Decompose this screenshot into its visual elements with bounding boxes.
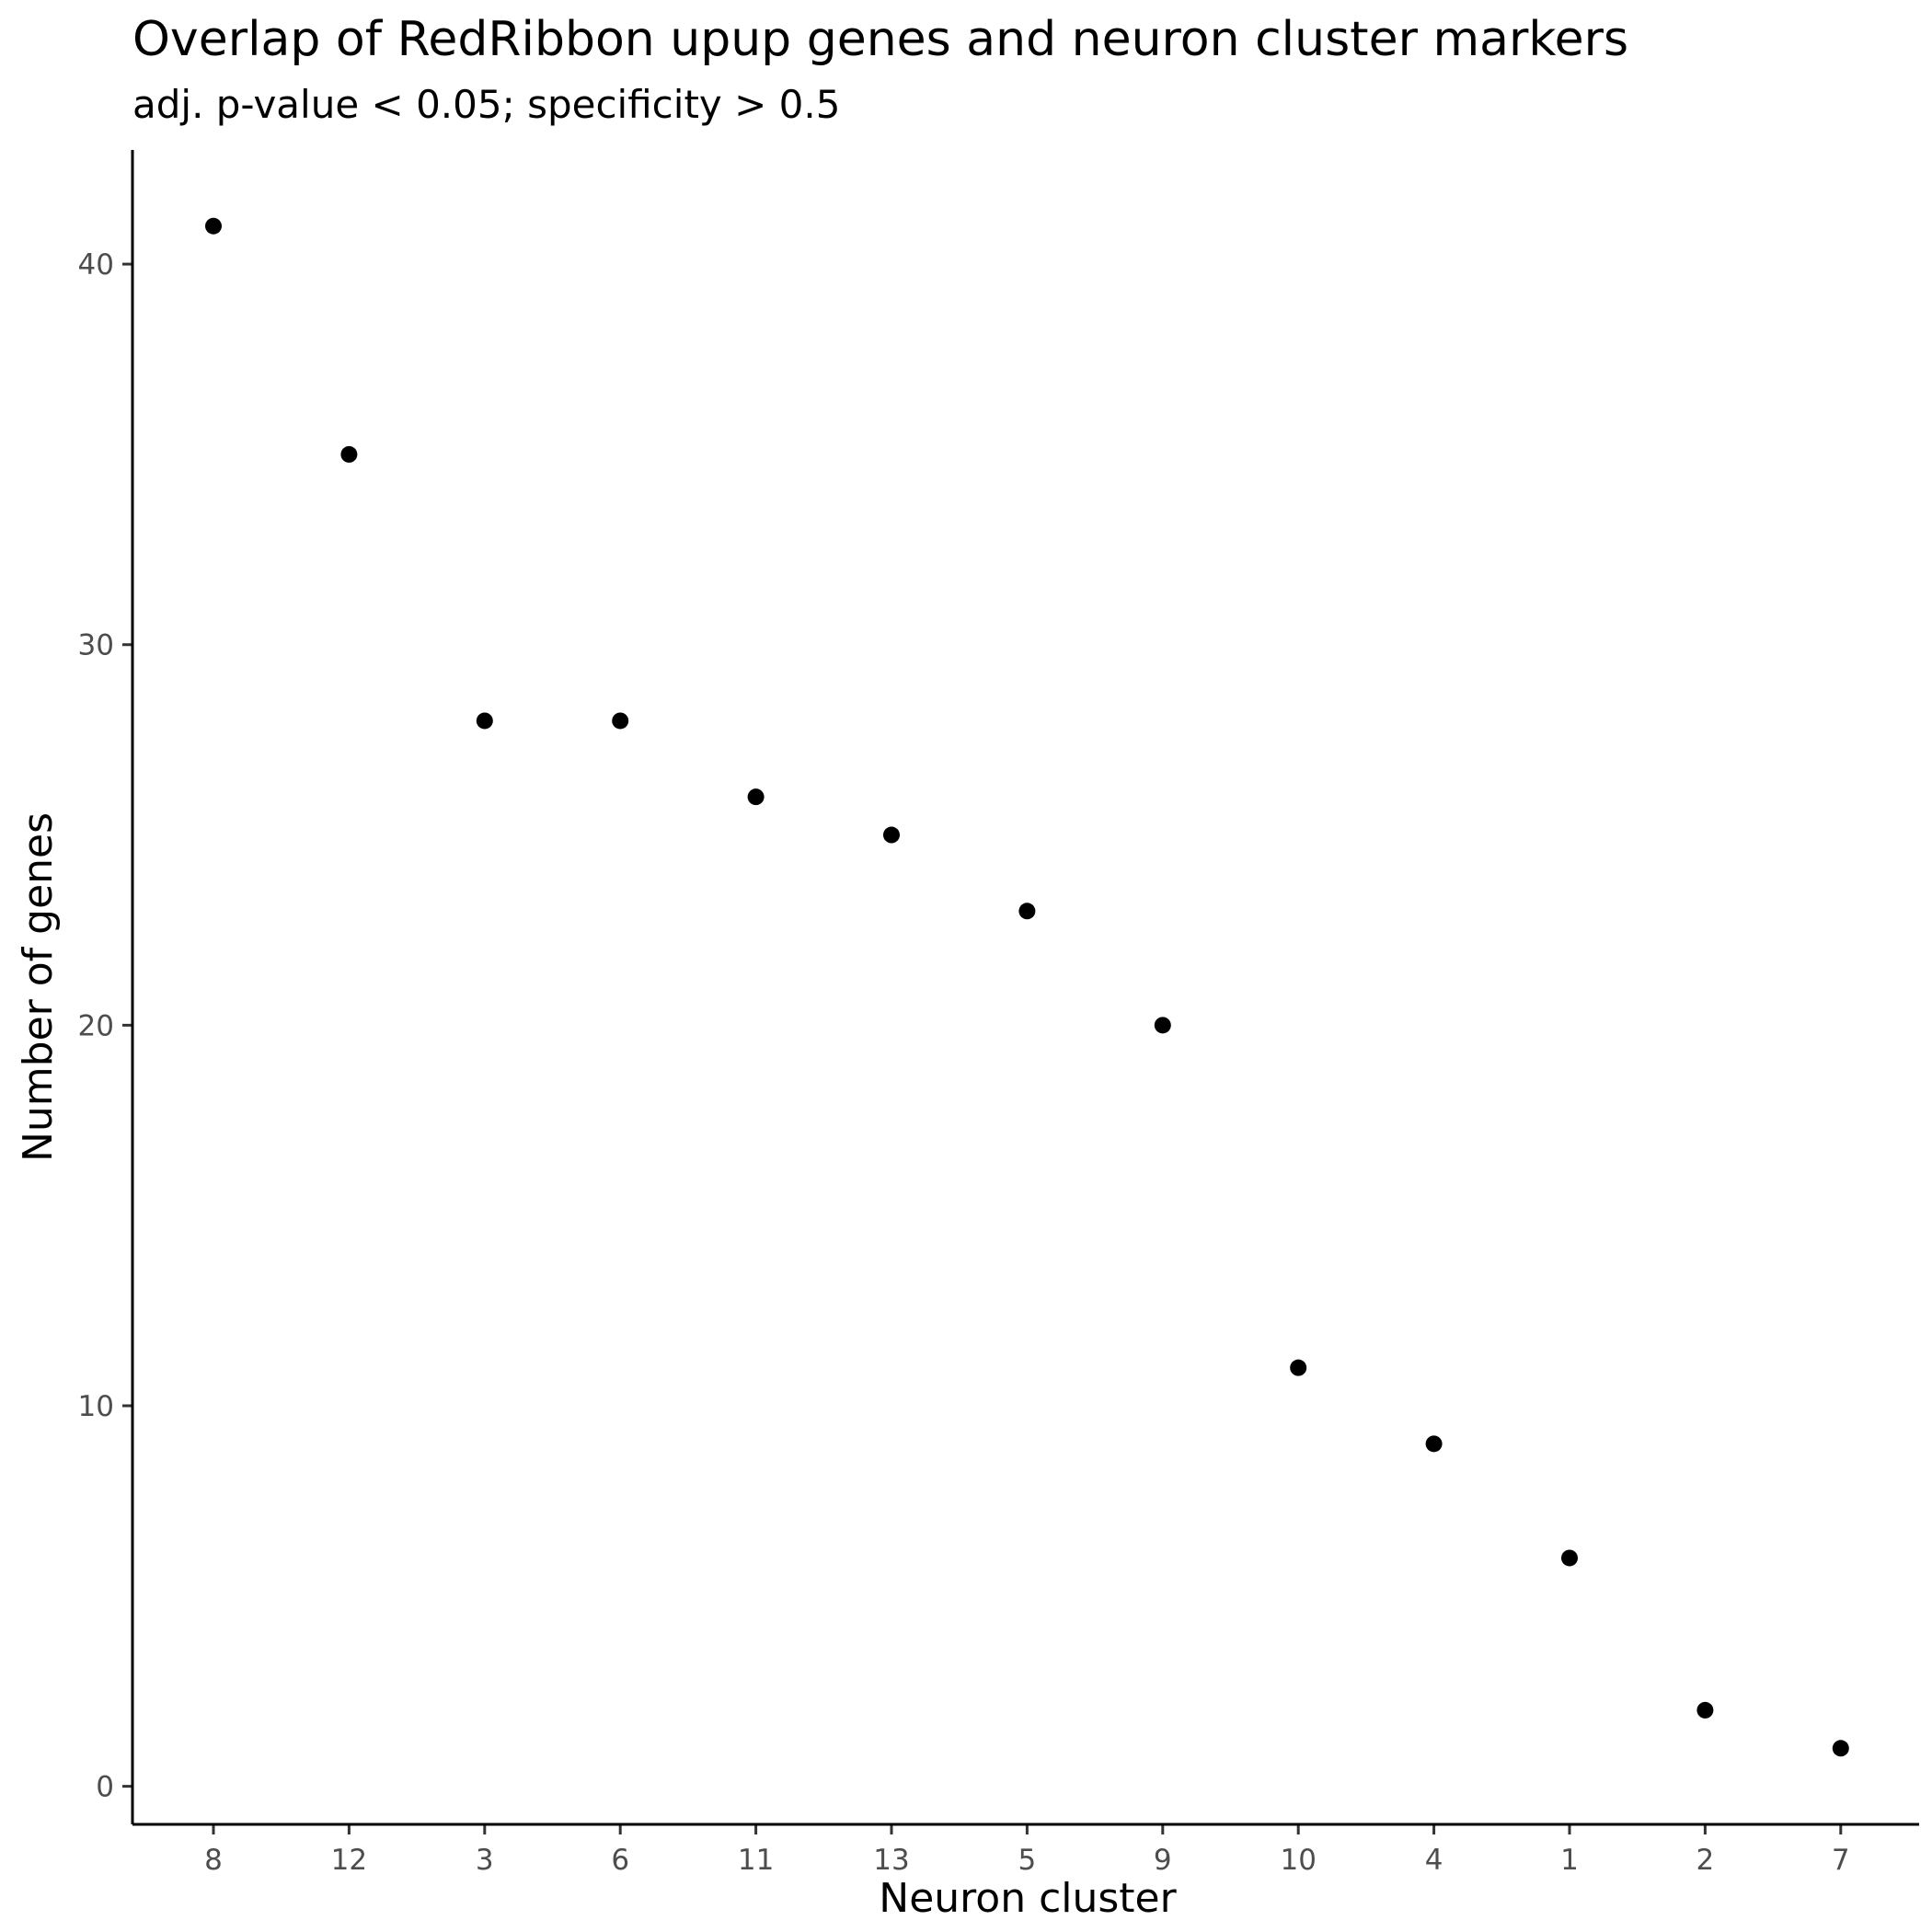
x-tick-label: 3 [476, 1844, 494, 1877]
data-point [1154, 1017, 1171, 1034]
x-tick-label: 1 [1560, 1844, 1579, 1877]
x-tick-label: 11 [738, 1844, 774, 1877]
x-tick-label: 5 [1018, 1844, 1037, 1877]
x-tick-label: 9 [1154, 1844, 1172, 1877]
x-tick-label: 13 [873, 1844, 909, 1877]
chart-title: Overlap of RedRibbon upup genes and neur… [132, 12, 1628, 67]
x-tick-label: 7 [1832, 1844, 1850, 1877]
data-point [1696, 1701, 1714, 1719]
data-point [747, 788, 765, 806]
y-tick-label: 10 [78, 1390, 114, 1423]
chart-subtitle: adj. p-value < 0.05; specificity > 0.5 [132, 82, 840, 127]
y-axis-title: Number of genes [15, 812, 62, 1162]
x-tick-label: 6 [611, 1844, 629, 1877]
y-tick-label: 20 [78, 1009, 114, 1042]
data-point [1561, 1549, 1578, 1567]
data-points [205, 217, 1849, 1757]
data-point [612, 712, 629, 730]
x-tick-label: 2 [1696, 1844, 1715, 1877]
data-point [1425, 1435, 1443, 1453]
data-point [1018, 903, 1036, 920]
y-axis-ticks: 0 10 20 30 40 [78, 248, 132, 1804]
x-axis-ticks: 8 12 3 6 11 13 5 9 10 4 1 2 7 [204, 1824, 1850, 1877]
x-tick-label: 8 [204, 1844, 223, 1877]
data-point [883, 826, 900, 844]
data-point [1290, 1359, 1307, 1376]
y-tick-label: 30 [78, 629, 114, 662]
x-tick-label: 12 [331, 1844, 367, 1877]
x-tick-label: 4 [1425, 1844, 1443, 1877]
x-axis-title: Neuron cluster [879, 1875, 1177, 1922]
data-point [205, 217, 222, 235]
x-tick-label: 10 [1280, 1844, 1316, 1877]
data-point [476, 712, 493, 730]
y-tick-label: 40 [78, 248, 114, 282]
data-point [1832, 1740, 1849, 1757]
data-point [340, 445, 358, 463]
y-tick-label: 0 [96, 1771, 114, 1804]
